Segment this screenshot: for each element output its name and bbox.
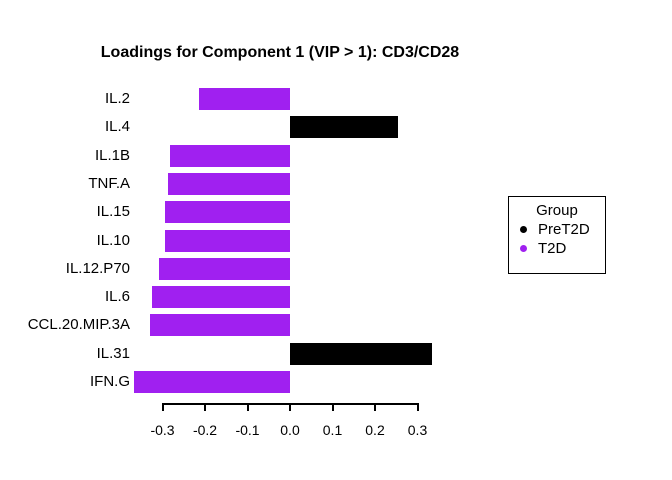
legend-item-pret2d: PreT2D: [509, 220, 605, 239]
y-axis-label: IFN.G: [90, 373, 130, 390]
x-axis-tick: [161, 403, 164, 411]
x-axis-tick-label: 0.1: [322, 422, 343, 438]
y-axis-label: IL.12.P70: [65, 260, 130, 277]
bar-IL.12.P70: [159, 258, 290, 280]
x-axis-tick: [331, 403, 334, 411]
y-axis-label: IL.15: [96, 203, 130, 220]
x-axis-tick-label: -0.1: [235, 422, 260, 438]
bar-IL.15: [165, 201, 290, 223]
chart-title: Loadings for Component 1 (VIP > 1): CD3/…: [100, 44, 460, 61]
bar-IL.6: [151, 286, 290, 308]
bar-IL.10: [165, 230, 290, 252]
y-axis-label: CCL.20.MIP.3A: [27, 316, 130, 333]
x-axis-tick-label: -0.2: [192, 422, 218, 438]
bar-CCL.20.MIP.3A: [149, 314, 290, 336]
y-axis-label: IL.31: [96, 345, 130, 362]
legend-item-label: T2D: [538, 240, 567, 257]
bar-IL.2: [198, 88, 290, 110]
legend-box: Group PreT2D T2D: [508, 196, 606, 274]
bar-IL.4: [290, 116, 398, 138]
y-axis-label: IL.4: [104, 118, 130, 135]
bar-IL.31: [290, 343, 432, 365]
x-axis-tick: [246, 403, 249, 411]
bar-IFN.G: [134, 371, 290, 393]
x-axis-tick: [289, 403, 291, 411]
t2d-dot-icon: [520, 245, 527, 252]
legend-title: Group: [536, 202, 578, 219]
x-axis-tick: [204, 403, 206, 411]
x-axis-tick-label: 0.2: [365, 422, 385, 438]
x-axis-tick: [374, 403, 376, 411]
x-axis-tick-label: 0.0: [280, 422, 300, 438]
x-axis-tick-label: 0.3: [407, 422, 428, 438]
y-axis-label: IL.6: [104, 288, 130, 305]
bar-IL.1B: [170, 145, 290, 167]
legend-item-label: PreT2D: [538, 221, 590, 238]
legend-item-t2d: T2D: [509, 239, 605, 258]
pret2d-dot-icon: [520, 226, 527, 233]
x-axis-tick-label: -0.3: [150, 422, 175, 438]
bar-TNF.A: [168, 173, 290, 195]
y-axis-label: TNF.A: [88, 175, 130, 192]
y-axis-label: IL.10: [96, 232, 130, 249]
y-axis-label: IL.1B: [94, 147, 130, 164]
y-axis-label: IL.2: [104, 90, 130, 107]
x-axis-tick: [416, 403, 419, 411]
